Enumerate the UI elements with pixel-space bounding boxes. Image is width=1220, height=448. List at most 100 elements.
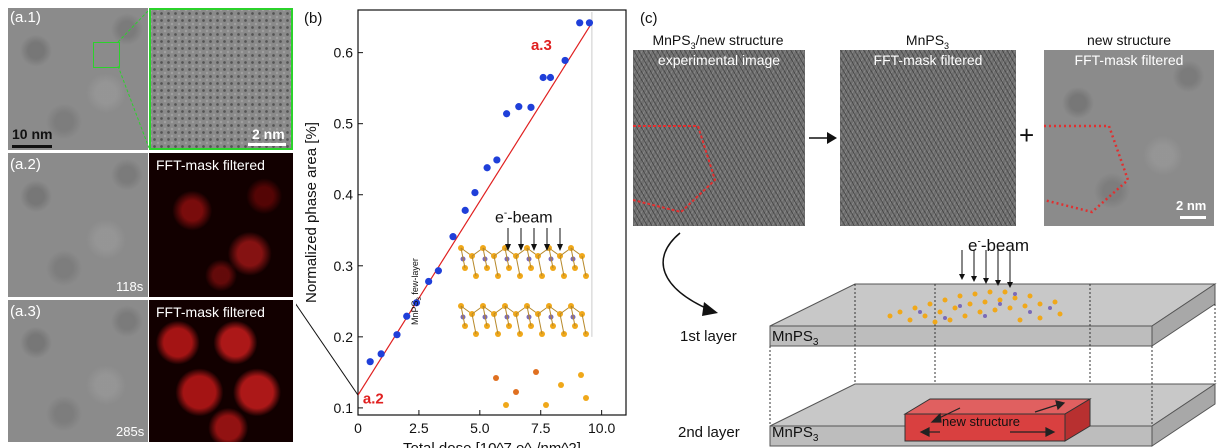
- inset-bond: [460, 247, 466, 269]
- plot-frame: [357, 9, 627, 416]
- x-tick-label: 5.0: [470, 420, 490, 436]
- inset-beam-arrowhead: [557, 244, 563, 251]
- a3-label: (a.3): [10, 303, 41, 320]
- a3-connector: [296, 303, 359, 396]
- a1-zoom-scale-label: 2 nm: [252, 126, 285, 142]
- c-col1-title: MnPS3/new structure: [652, 32, 784, 51]
- data-point: [461, 206, 469, 214]
- inset-beam-arrowhead: [544, 244, 550, 251]
- data-point: [515, 103, 523, 111]
- phase-area-chart: 0.1 0.2 0.3 0.4 0.5 0.6 0 2.5 5.0 7.5 10.0 Total do…: [296, 9, 627, 448]
- inset-bond: [504, 305, 510, 327]
- data-point: [393, 331, 401, 339]
- c-box1-label: MnPS3: [772, 328, 819, 348]
- a2-label: (a.2): [10, 156, 41, 173]
- x-axis-label: Total dose [10^7 e^-/nm^2]: [403, 440, 581, 448]
- a3-fft-image: [149, 300, 293, 442]
- inset-bond: [570, 305, 576, 327]
- y-axis-label: Normalized phase area [%]: [303, 122, 320, 303]
- c-scale-label: 2 nm: [1176, 198, 1207, 213]
- inset-bond: [471, 255, 477, 277]
- y-tick-label: 0.1: [334, 400, 354, 416]
- a3-micrograph: [8, 300, 148, 442]
- b-inset-side-label: MnPS3 few-layer: [410, 258, 423, 325]
- inset-loose-atom: [583, 395, 589, 401]
- point-annotation: a.3: [531, 37, 552, 54]
- data-point: [585, 19, 594, 27]
- data-point: [377, 350, 385, 358]
- c-layer1-label: 1st layer: [680, 328, 737, 345]
- inset-bond: [581, 313, 587, 335]
- a2-fft-image: [149, 153, 293, 297]
- inset-bond: [559, 255, 565, 277]
- a1-roi-box: [93, 42, 120, 68]
- y-tick-label: 0.6: [334, 45, 354, 61]
- a2-fft-title: FFT-mask filtered: [156, 157, 265, 173]
- inset-crystal-structure: [458, 228, 589, 408]
- inset-loose-atom: [503, 402, 509, 408]
- b-inset-beam-label: e--beam: [495, 208, 553, 227]
- inset-bond: [581, 255, 587, 277]
- data-point: [561, 56, 569, 65]
- a1-zoom-connectors: [117, 9, 150, 149]
- inset-loose-atom: [533, 369, 539, 375]
- c-col1-region-outline: [633, 125, 717, 214]
- data-point: [527, 103, 535, 111]
- c-beam-label: e--beam: [968, 236, 1029, 255]
- a1-label: (a.1): [10, 9, 41, 26]
- inset-bond: [504, 247, 510, 269]
- inset-bond: [482, 247, 488, 269]
- y-tick-label: 0.2: [334, 329, 354, 345]
- data-point: [425, 277, 433, 286]
- x-tick-label: 2.5: [409, 420, 429, 436]
- a1-scale-bar: [12, 145, 52, 148]
- x-tick-label: 0: [354, 420, 362, 436]
- data-point: [366, 358, 374, 366]
- inset-beam-arrowhead: [505, 244, 511, 251]
- inset-bond: [493, 255, 499, 277]
- data-point: [576, 19, 584, 27]
- y-tick-label: 0.5: [334, 116, 354, 132]
- inset-bond: [570, 247, 576, 269]
- a1-large-micrograph: [8, 8, 148, 150]
- c-arrow-right: [809, 132, 837, 144]
- data-point: [412, 299, 421, 307]
- x-tick-label: 10.0: [588, 420, 615, 436]
- data-point: [449, 233, 457, 241]
- a2-micrograph: [8, 153, 148, 297]
- inset-loose-atom: [578, 372, 584, 378]
- data-point: [434, 267, 442, 275]
- inset-bond: [548, 247, 554, 269]
- c-box2-label: MnPS3: [772, 424, 819, 444]
- inset-loose-atom: [513, 389, 519, 395]
- data-point: [546, 73, 555, 82]
- data-point: [471, 189, 479, 197]
- c-layer2-label: 2nd layer: [678, 424, 740, 441]
- inset-loose-atom: [543, 402, 549, 408]
- inset-bond: [526, 247, 532, 269]
- c-col3-region-outline: [1044, 124, 1130, 214]
- y-tick-label: 0.3: [334, 258, 354, 274]
- inset-bond: [526, 305, 532, 327]
- data-point: [483, 164, 491, 172]
- point-annotation: a.2: [363, 391, 384, 408]
- c-col3-subtitle: FFT-mask filtered: [1074, 52, 1184, 68]
- inset-bond: [559, 313, 565, 335]
- c-plus-sign: +: [1019, 120, 1035, 150]
- inset-bond: [537, 313, 543, 335]
- c-experimental-image: [633, 50, 805, 226]
- c-col1-subtitle: experimental image: [657, 52, 781, 68]
- c-col3-title: new structure: [1086, 32, 1172, 48]
- c-col2-title: MnPS3: [905, 32, 950, 51]
- a2-time-label: 118s: [116, 279, 144, 294]
- inset-beam-arrowhead: [531, 244, 537, 251]
- data-point: [493, 156, 501, 164]
- inset-loose-atom: [493, 375, 499, 381]
- c-col2-subtitle: FFT-mask filtered: [873, 52, 983, 68]
- inset-bond: [460, 305, 466, 327]
- c-scale-bar: [1180, 216, 1206, 219]
- inset-bond: [493, 313, 499, 335]
- inset-bond: [548, 305, 554, 327]
- inset-beam-arrowhead: [518, 244, 524, 251]
- c-new-structure-label: new structure: [942, 414, 1021, 429]
